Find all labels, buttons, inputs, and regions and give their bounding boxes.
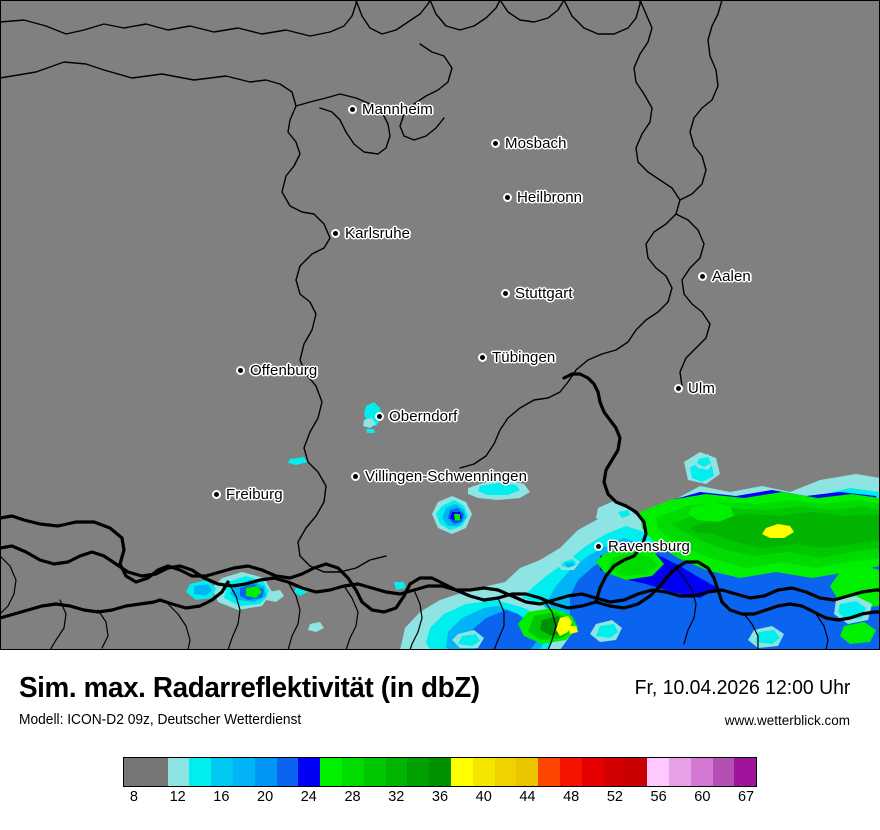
colorbar-swatch	[734, 758, 757, 786]
state-borders	[0, 0, 723, 573]
colorbar-tick-label: 8	[129, 789, 138, 805]
colorbar-tick-label: 20	[257, 789, 274, 805]
colorbar-tick-label: 44	[519, 789, 536, 805]
city-label-heilbronn: Heilbronn	[517, 189, 583, 206]
colorbar-swatch	[320, 758, 342, 786]
colorbar-swatch	[124, 758, 146, 786]
colorbar-tick-label: 16	[213, 789, 230, 805]
colorbar-tick-label: 24	[300, 789, 317, 805]
city-marker-heilbronn[interactable]: Heilbronn	[503, 189, 582, 206]
colorbar-swatch	[167, 758, 190, 786]
city-label-freiburg: Freiburg	[226, 486, 283, 503]
city-dot-karlsruhe	[331, 229, 340, 238]
minor-borders	[0, 555, 829, 650]
city-label-offenburg: Offenburg	[250, 362, 318, 379]
city-marker-aalen[interactable]: Aalen	[698, 268, 751, 285]
colorbar-block: 8 12 16 20 24 28 32 36 40 44 48 52 56 60 67	[0, 757, 880, 830]
colorbar-ticks: 8 12 16 20 24 28 32 36 40 44 48 52 56 60 67	[123, 789, 757, 813]
city-dot-mannheim	[348, 105, 357, 114]
colorbar-tick-label: 67	[737, 789, 755, 805]
colorbar-swatch	[712, 758, 735, 786]
city-marker-villingen-schwenningen[interactable]: Villingen-Schwenningen	[351, 468, 527, 485]
colorbar-swatch	[559, 758, 582, 786]
city-dot-freiburg	[212, 490, 221, 499]
radar-map[interactable]: Mannheim Mosbach Heilbronn Karlsruhe Aal…	[0, 0, 880, 650]
colorbar-swatch	[625, 758, 648, 786]
city-marker-oberndorf[interactable]: Oberndorf	[375, 408, 457, 425]
colorbar-tick-label: 32	[388, 789, 405, 805]
colorbar-swatch	[668, 758, 691, 786]
colorbar-swatch	[690, 758, 713, 786]
city-marker-ulm[interactable]: Ulm	[674, 380, 715, 397]
city-label-ravensburg: Ravensburg	[608, 538, 690, 555]
city-dot-offenburg	[236, 366, 245, 375]
colorbar-swatch	[145, 758, 168, 786]
caption-block: Sim. max. Radarreflektivität (in dbZ) Mo…	[0, 650, 880, 760]
colorbar-tick-label: 56	[650, 789, 667, 805]
colorbar-swatch	[450, 758, 473, 786]
city-marker-mannheim[interactable]: Mannheim	[348, 101, 433, 118]
colorbar-tick-label: 48	[563, 789, 580, 805]
colorbar-swatch	[276, 758, 299, 786]
city-dot-ravensburg	[594, 542, 603, 551]
page-title: Sim. max. Radarreflektivität (in dbZ)	[19, 672, 480, 704]
colorbar-tick-label: 12	[169, 789, 186, 805]
city-marker-freiburg[interactable]: Freiburg	[212, 486, 283, 503]
colorbar-scale[interactable]	[123, 757, 757, 787]
city-marker-offenburg[interactable]: Offenburg	[236, 362, 317, 379]
colorbar-swatch	[254, 758, 277, 786]
city-marker-stuttgart[interactable]: Stuttgart	[501, 285, 573, 302]
city-marker-mosbach[interactable]: Mosbach	[491, 135, 567, 152]
city-label-stuttgart: Stuttgart	[515, 285, 573, 302]
city-label-oberndorf: Oberndorf	[389, 408, 458, 425]
colorbar-swatch	[341, 758, 364, 786]
city-label-mannheim: Mannheim	[362, 101, 433, 118]
colorbar-tick-label: 36	[431, 789, 449, 805]
city-label-aalen: Aalen	[712, 268, 751, 285]
colorbar-tick-label: 28	[344, 789, 361, 805]
colorbar-swatch	[647, 758, 669, 786]
city-dot-tuebingen	[478, 353, 487, 362]
city-dot-villingen-schwenningen	[351, 472, 360, 481]
colorbar-swatch	[363, 758, 386, 786]
colorbar-tick-label: 40	[475, 789, 492, 805]
model-subtitle: Modell: ICON-D2 09z, Deutscher Wetterdie…	[19, 712, 302, 728]
colorbar-swatch	[429, 758, 451, 786]
city-label-ulm: Ulm	[688, 380, 715, 397]
colorbar-swatch	[385, 758, 408, 786]
city-dot-oberndorf	[375, 412, 384, 421]
city-marker-karlsruhe[interactable]: Karlsruhe	[331, 225, 410, 242]
borders-layer	[0, 0, 880, 650]
colorbar-swatch	[298, 758, 321, 786]
city-dot-mosbach	[491, 139, 500, 148]
colorbar-swatch	[407, 758, 430, 786]
colorbar-tick-label: 52	[606, 789, 623, 805]
colorbar-swatch	[516, 758, 539, 786]
precipitation-layer	[186, 402, 880, 650]
city-label-karlsruhe: Karlsruhe	[345, 225, 411, 242]
city-dot-ulm	[674, 384, 683, 393]
colorbar-swatch	[189, 758, 212, 786]
colorbar-swatch	[211, 758, 233, 786]
colorbar-swatch	[232, 758, 255, 786]
city-label-mosbach: Mosbach	[505, 135, 567, 152]
precip-core-yellow	[762, 524, 794, 538]
colorbar-swatch	[538, 758, 560, 786]
website-label: www.wetterblick.com	[724, 713, 850, 728]
colorbar-tick-label: 60	[694, 789, 711, 805]
city-dot-aalen	[698, 272, 707, 281]
valid-datetime: Fr, 10.04.2026 12:00 Uhr	[634, 677, 850, 699]
city-label-tuebingen: Tübingen	[492, 349, 556, 366]
city-label-villingen-schwenningen: Villingen-Schwenningen	[365, 468, 528, 485]
city-marker-ravensburg[interactable]: Ravensburg	[594, 538, 690, 555]
city-dot-heilbronn	[503, 193, 512, 202]
city-marker-tuebingen[interactable]: Tübingen	[478, 349, 555, 366]
colorbar-swatch	[603, 758, 626, 786]
city-dot-stuttgart	[501, 289, 510, 298]
colorbar-swatch	[581, 758, 604, 786]
map-canvas	[0, 0, 880, 650]
colorbar-swatch	[472, 758, 495, 786]
colorbar-swatch	[494, 758, 517, 786]
